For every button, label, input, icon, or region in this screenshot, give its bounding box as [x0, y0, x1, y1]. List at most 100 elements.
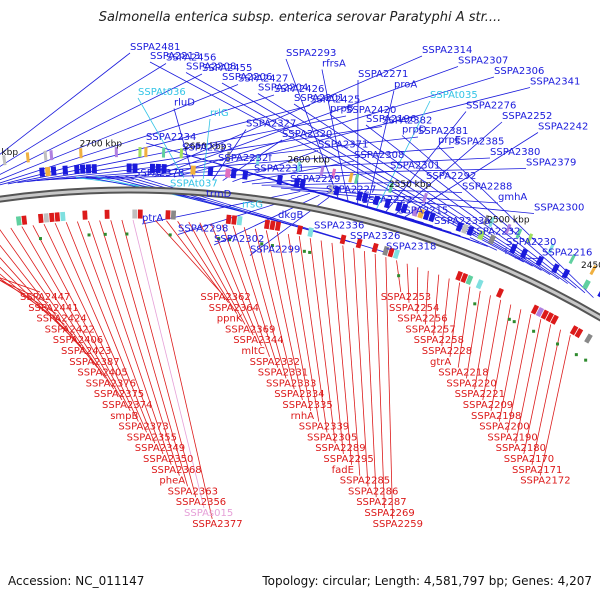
label-connector [188, 221, 246, 325]
label-connector [366, 90, 395, 207]
forward-gene-block [477, 230, 486, 241]
reverse-feature-label: SSPA2289 [315, 443, 365, 454]
label-connector [0, 279, 57, 314]
forward-gene-block [466, 225, 475, 237]
forward-feature-label: SSPA2229 [290, 174, 340, 185]
label-connector [474, 295, 491, 390]
forward-feature-label: SSPA2300 [534, 203, 584, 214]
label-connector [433, 274, 440, 336]
label-connector [99, 220, 180, 476]
tick-label: 2650 kbp [184, 142, 227, 152]
label-connector [173, 87, 531, 178]
tick-label: 2600 kbp [287, 156, 330, 166]
reverse-feature-label: SSPA2256 [397, 314, 447, 325]
tick-label: 2450 kbp [581, 261, 600, 271]
forward-gene-block [455, 221, 464, 232]
reverse-feature-label: SSPA2406 [53, 335, 103, 346]
label-connector [342, 245, 361, 476]
label-connector [364, 251, 377, 498]
label-connector [539, 334, 571, 476]
label-connector [466, 290, 481, 379]
reverse-feature-label: fadE [332, 465, 354, 476]
label-connector [523, 324, 552, 455]
forward-feature-label: SSPA2208 [186, 62, 236, 73]
forward-feature-label: prpD [402, 125, 427, 136]
forward-feature-label: SSPA2232f [218, 153, 272, 164]
label-connector [166, 220, 229, 304]
forward-feature-label: SSPA2385 [454, 137, 504, 148]
reverse-gene-block [392, 249, 401, 260]
reverse-feature-label: SSPA2375 [94, 389, 144, 400]
label-connector [331, 242, 352, 465]
forward-gene-block [276, 175, 283, 185]
label-connector [376, 100, 431, 209]
forward-gene-block [356, 191, 364, 202]
reverse-feature-label: SSPA2369 [225, 324, 275, 335]
label-connector-lines [0, 52, 594, 519]
label-connector [0, 73, 203, 175]
forward-feature-label: SSPAt035 [430, 90, 478, 101]
reverse-feature-label: SSPA2376 [86, 378, 136, 389]
label-connector [276, 232, 311, 411]
map-title: Salmonella enterica subsp. enterica sero… [98, 10, 502, 25]
reverse-gene-block [236, 215, 243, 226]
marker-dot [574, 353, 578, 357]
label-connector [425, 270, 429, 325]
feature-block [348, 172, 354, 183]
reverse-feature-label: SSPA2287 [356, 497, 406, 508]
reverse-feature-label: SSPA2305 [307, 432, 357, 443]
label-connector [242, 160, 355, 184]
topology-summary: Topology: circular; Length: 4,581,797 bp… [262, 574, 592, 588]
reverse-feature-label: SSPA2424 [36, 314, 86, 325]
forward-feature-label: SSPA2206 [222, 72, 272, 83]
forward-feature-label: SSPA2307 [458, 56, 508, 67]
reverse-gene-block [495, 287, 504, 299]
reverse-feature-label: SSPA2441 [28, 303, 78, 314]
label-connector [54, 222, 147, 433]
reverse-feature-label: smpB [110, 411, 138, 422]
reverse-feature-label: SSPA2377 [192, 519, 242, 530]
reverse-gene-block [231, 215, 238, 225]
feature-blocks [2, 147, 600, 362]
forward-feature-label: SSPA2318 [386, 242, 436, 253]
reverse-feature-label: SSPAs015 [184, 508, 233, 519]
label-connector [320, 240, 344, 455]
forward-feature-label: SSPA2288 [462, 182, 512, 193]
feature-block [482, 214, 490, 226]
forward-feature-label: SSPA2232 [470, 227, 520, 238]
label-connector [221, 224, 270, 357]
feature-block [331, 168, 337, 179]
label-connector [76, 221, 164, 455]
forward-feature-label: ptrA [142, 213, 163, 224]
forward-feature-label: SSPA2233a [434, 216, 491, 227]
reverse-feature-label: mltC [241, 346, 264, 357]
marker-dot [168, 233, 172, 237]
forward-feature-label: SSPA2293 [286, 48, 336, 59]
forward-feature-label: gmhA [498, 192, 527, 203]
label-connector [132, 219, 205, 509]
label-connector [287, 233, 320, 422]
forward-feature-label: SSPA2223 [362, 195, 412, 206]
reverse-feature-label: ppnK [217, 314, 243, 325]
reverse-gene-block [15, 216, 22, 226]
tick-label: 2500 kbp [487, 215, 530, 225]
label-connector [433, 226, 488, 247]
reverse-feature-label: SSPA2218 [438, 368, 488, 379]
marker-dot [584, 358, 588, 362]
forward-feature-label: SSPA2456 [166, 53, 216, 64]
reverse-feature-label: SSPA2221 [455, 389, 505, 400]
label-connector [254, 228, 295, 390]
forward-feature-label: SSPA2230 [506, 237, 556, 248]
reverse-feature-label: SSPA2373 [118, 422, 168, 433]
forward-feature-label: SSPA2379 [526, 158, 576, 169]
feature-block [504, 223, 512, 235]
forward-feature-label: SSPA2320 [282, 129, 332, 140]
label-connector [185, 72, 533, 267]
forward-feature-label: SSPA2196 [366, 114, 416, 125]
forward-feature-label: SSPA2216 [542, 248, 592, 259]
forward-feature-label: dkgB [278, 210, 303, 221]
forward-feature-label: SSPA2271 [358, 69, 408, 80]
forward-feature-label: SSPA2252 [502, 111, 552, 122]
accession-text: Accession: NC_011147 [8, 574, 145, 588]
forward-feature-label: rluD [174, 98, 195, 109]
